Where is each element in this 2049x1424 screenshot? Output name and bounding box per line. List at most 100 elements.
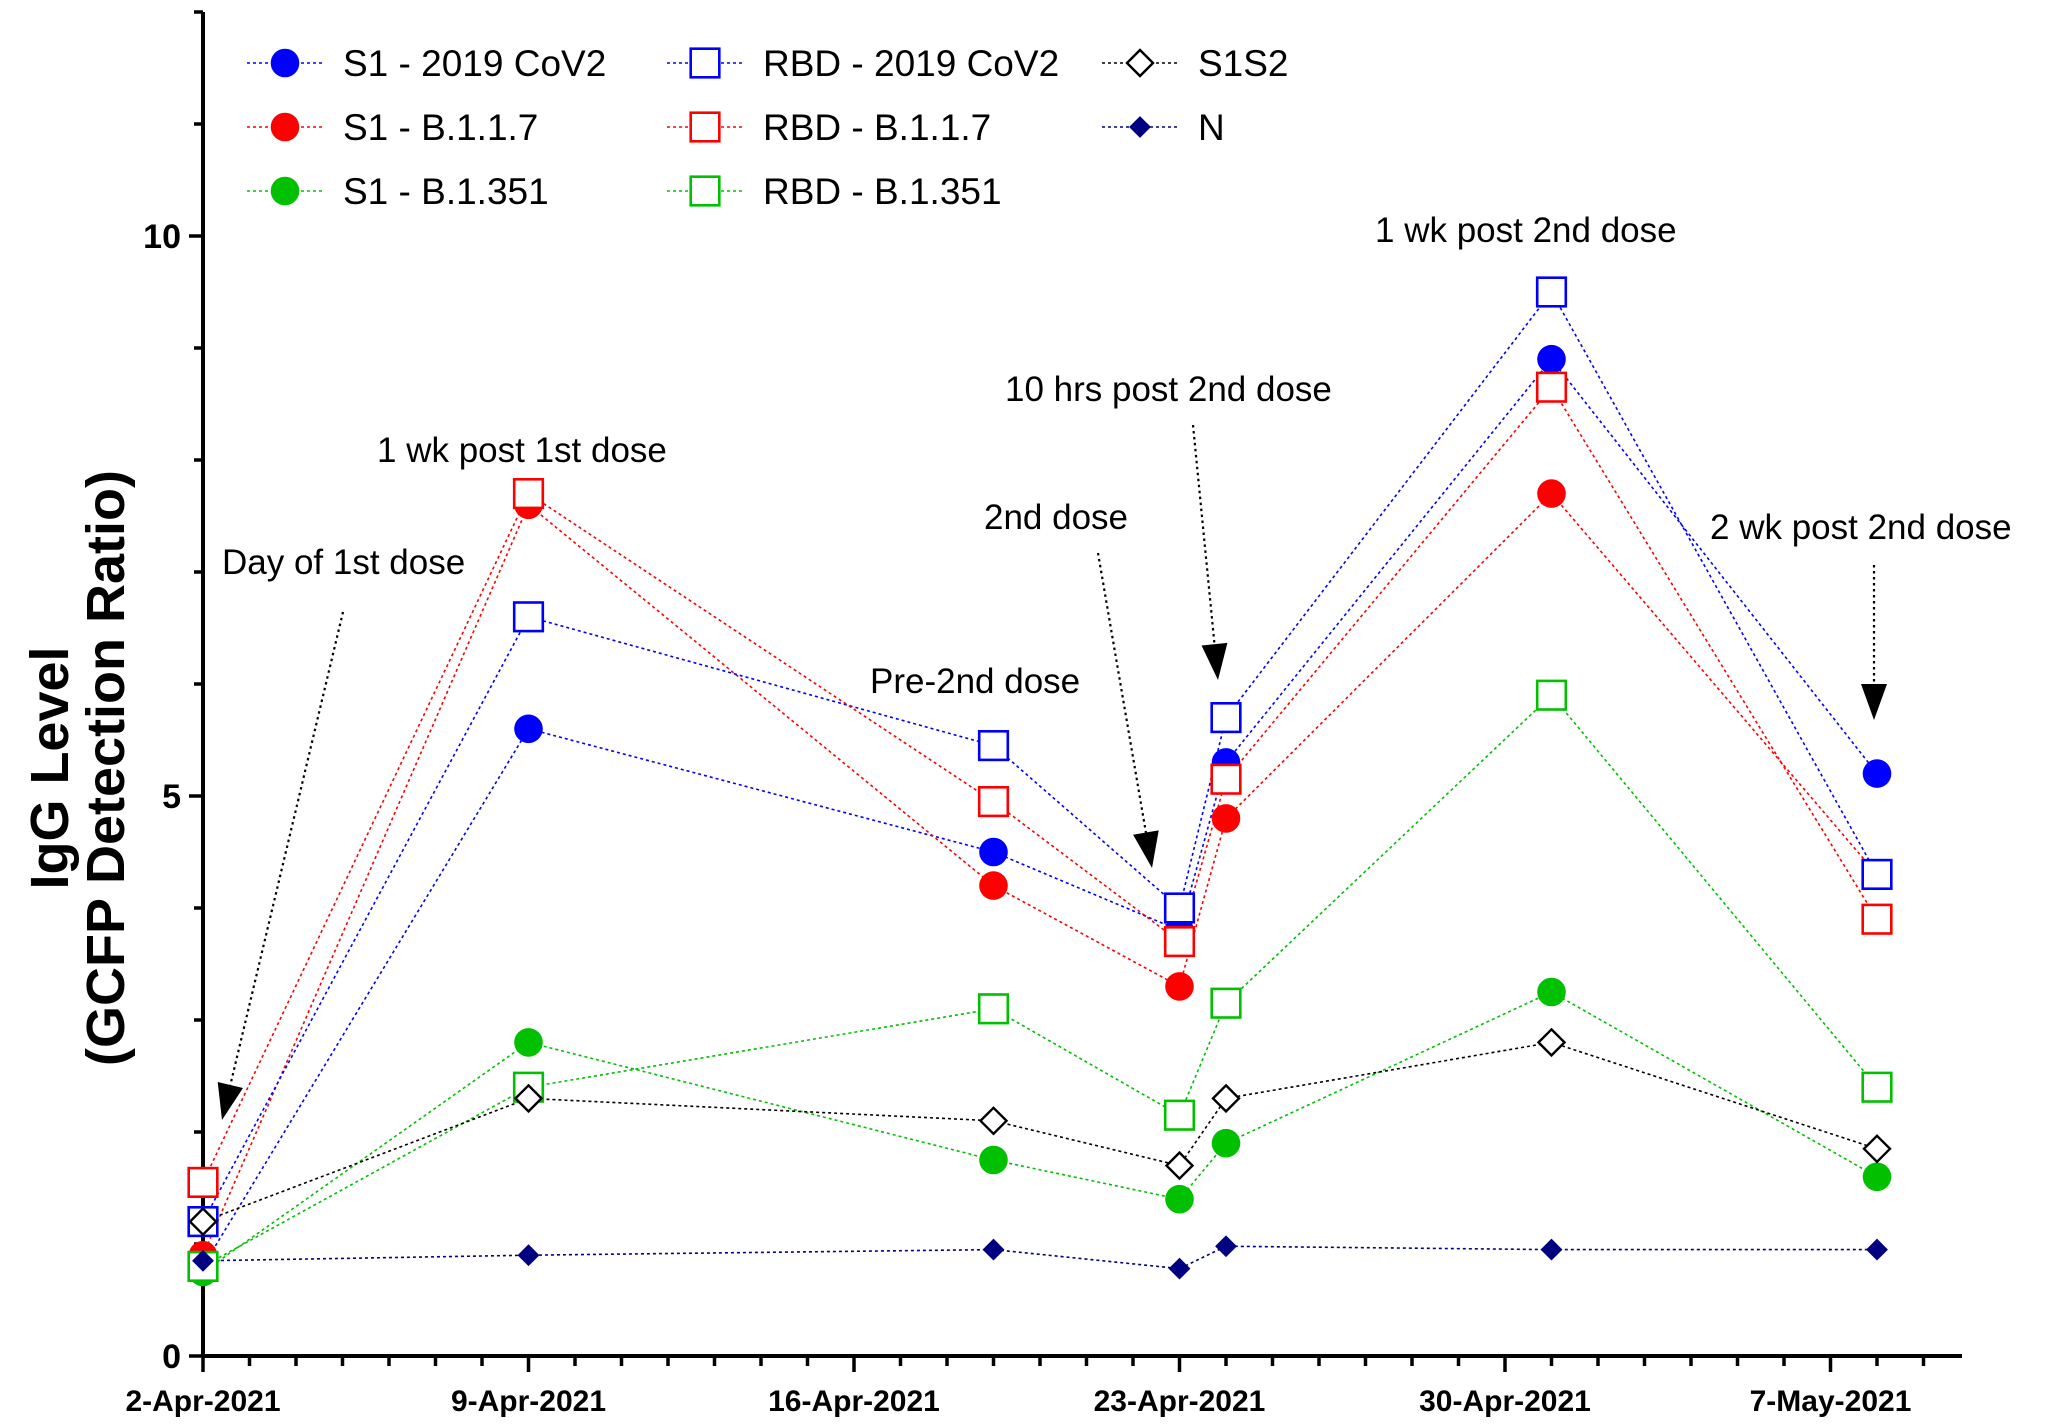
legend-label-s1-b-1-1-7: S1 - B.1.1.7 [343, 107, 538, 148]
legend: S1 - 2019 CoV2 S1 - B.1.1.7 S1 - B.1.351 RB… [247, 43, 1289, 212]
annotations: Day of 1st dose 1 wk post 1st dose Pre-2nd… [217, 211, 2012, 1120]
data-point-rbd-b-1-1-7 [977, 785, 1010, 818]
legend-item-s1-b-1-1-7: S1 - B.1.1.7 [247, 107, 538, 148]
data-point-rbd-b-1-1-7 [1163, 925, 1196, 958]
data-point-rbd-b-1-1-7 [1535, 371, 1568, 403]
annotation-arrowhead [1861, 684, 1887, 720]
data-point-rbd-b-1-351 [1535, 679, 1568, 711]
series-points-s1-b-1-1-7 [188, 479, 1892, 1270]
legend-marker-rbd-b-1-1-7 [689, 111, 721, 143]
annotation-1-wk-post-2nd-dose: 1 wk post 2nd dose [1375, 211, 1677, 250]
annotation-arrow-line [1096, 552, 1148, 833]
series-line-s1-b-1-351 [202, 991, 1878, 1273]
data-point-rbd-b-1-351 [1163, 1099, 1196, 1131]
legend-item-s1-b-1-351: S1 - B.1.351 [247, 171, 549, 212]
data-point-s1-b-1-1-7 [1537, 479, 1566, 508]
data-point-rbd-2019-cov2 [977, 729, 1010, 762]
annotation-pre-2nd-dose: Pre-2nd dose [870, 662, 1080, 701]
data-point-n [517, 1244, 540, 1267]
series-points-s1-b-1-351 [188, 977, 1892, 1287]
data-point-n [982, 1238, 1005, 1261]
legend-marker-rbd-2019-cov2 [689, 47, 721, 79]
legend-label-n: N [1198, 107, 1225, 148]
data-point-rbd-b-1-351 [1861, 1071, 1893, 1103]
x-tick-label: 16-Apr-2021 [768, 1385, 940, 1418]
data-point-n [192, 1249, 214, 1272]
legend-label-s1-b-1-351: S1 - B.1.351 [343, 171, 549, 212]
annotation-arrowhead [1201, 642, 1228, 680]
series-points-n [192, 1235, 1888, 1280]
data-point-s1-b-1-351 [979, 1145, 1008, 1175]
data-point-s1s2 [513, 1083, 544, 1114]
data-point-rbd-b-1-1-7 [1210, 763, 1242, 795]
legend-label-rbd-b-1-1-7: RBD - B.1.1.7 [763, 107, 991, 148]
legend-marker-rbd-b-1-351 [689, 175, 721, 207]
data-point-s1-b-1-351 [1211, 1128, 1241, 1158]
legend-marker-s1-b-1-351 [270, 176, 300, 206]
legend-item-s1-2019-cov2: S1 - 2019 CoV2 [247, 43, 606, 84]
legend-item-n: N [1102, 107, 1225, 148]
x-tick-label: 9-Apr-2021 [451, 1385, 606, 1418]
data-point-rbd-b-1-1-7 [1861, 903, 1893, 935]
series-points-rbd-b-1-351 [187, 679, 1893, 1282]
data-point-s1-2019-cov2 [514, 714, 543, 744]
legend-marker-s1-2019-cov2 [270, 48, 300, 78]
x-tick-label: 23-Apr-2021 [1094, 1385, 1266, 1418]
data-point-s1-2019-cov2 [979, 837, 1008, 867]
data-point-rbd-2019-cov2 [1535, 276, 1568, 308]
axes: 0 5 10 2-Apr-2021 9-Apr-2021 16-Apr-2021 23-Ap… [125, 10, 1962, 1418]
annotation-2nd-dose: 2nd dose [984, 498, 1128, 537]
legend-marker-n [1129, 116, 1151, 138]
data-point-rbd-b-1-351 [1210, 987, 1242, 1019]
data-point-n [1540, 1238, 1563, 1261]
legend-marker-s1s2 [1125, 48, 1155, 78]
legend-label-rbd-b-1-351: RBD - B.1.351 [763, 171, 1002, 212]
series-points-s1-2019-cov2 [188, 344, 1892, 1281]
series-line-rbd-b-1-351 [202, 694, 1878, 1268]
legend-marker-s1-b-1-1-7 [270, 112, 300, 142]
data-point-rbd-b-1-1-7 [512, 477, 545, 510]
data-point-n [1215, 1235, 1237, 1258]
legend-item-rbd-2019-cov2: RBD - 2019 CoV2 [667, 43, 1059, 84]
annotation-day-of-1st-dose: Day of 1st dose [222, 543, 465, 582]
annotation-10-hrs-post-2nd-dose: 10 hrs post 2nd dose [1005, 370, 1332, 409]
legend-item-s1s2: S1S2 [1102, 43, 1289, 84]
series-line-s1s2 [202, 1041, 1878, 1223]
y-axis-title-line-1: IgG Level [20, 646, 80, 889]
series-points-rbd-2019-cov2 [187, 276, 1893, 1238]
annotation-arrow-line [229, 611, 345, 1086]
y-tick-label: 10 [143, 218, 181, 256]
data-point-rbd-2019-cov2 [1861, 858, 1893, 890]
data-point-s1s2 [1536, 1027, 1567, 1058]
x-tick-label: 30-Apr-2021 [1419, 1385, 1591, 1418]
data-point-rbd-2019-cov2 [512, 601, 545, 633]
y-tick-label: 0 [162, 1338, 181, 1376]
data-point-s1-b-1-1-7 [979, 871, 1008, 900]
legend-label-s1s2: S1S2 [1198, 43, 1289, 84]
data-point-s1s2 [1862, 1134, 1892, 1164]
series-line-s1-b-1-1-7 [202, 492, 1878, 1256]
series-line-s1-2019-cov2 [202, 357, 1878, 1267]
data-point-s1s2 [1211, 1083, 1241, 1114]
annotation-2-wk-post-2nd-dose: 2 wk post 2nd dose [1710, 508, 2012, 547]
legend-label-s1-2019-cov2: S1 - 2019 CoV2 [343, 43, 606, 84]
series-markers [187, 276, 1893, 1287]
data-point-s1-b-1-351 [1165, 1184, 1194, 1214]
legend-item-rbd-b-1-351: RBD - B.1.351 [667, 171, 1002, 212]
data-point-rbd-b-1-351 [977, 993, 1010, 1025]
data-point-rbd-2019-cov2 [1163, 892, 1196, 924]
series-points-s1s2 [188, 1027, 1892, 1237]
data-point-s1-2019-cov2 [1862, 759, 1892, 788]
data-point-s1s2 [1164, 1150, 1195, 1181]
data-point-s1-b-1-351 [1862, 1162, 1892, 1192]
data-point-rbd-2019-cov2 [1210, 701, 1242, 734]
y-tick-label: 5 [162, 778, 181, 816]
data-point-s1s2 [978, 1106, 1009, 1136]
data-point-s1-b-1-1-7 [1211, 804, 1241, 833]
annotation-arrowhead [217, 1081, 243, 1120]
x-tick-label: 2-Apr-2021 [125, 1385, 280, 1418]
data-point-n [1168, 1257, 1191, 1280]
annotation-1-wk-post-1st-dose: 1 wk post 1st dose [377, 431, 667, 470]
